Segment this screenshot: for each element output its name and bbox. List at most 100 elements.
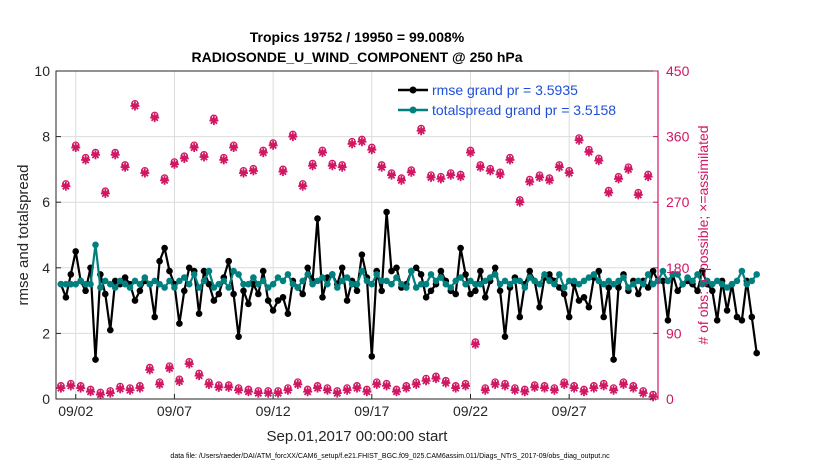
- obs-assimilated-marker: [120, 162, 130, 172]
- series-0-point: [600, 313, 607, 321]
- series-0-point: [156, 257, 163, 265]
- series-1-point: [87, 280, 94, 288]
- obs-assimilated-marker: [239, 168, 249, 178]
- obs-assimilated-marker: [273, 388, 283, 398]
- obs-assimilated-marker: [105, 388, 115, 398]
- obs-assimilated-marker: [194, 371, 204, 381]
- obs-assimilated-marker: [327, 161, 337, 171]
- series-0-point: [664, 317, 672, 324]
- obs-assimilated-marker: [204, 379, 214, 389]
- obs-assimilated-marker: [401, 383, 411, 393]
- obs-assimilated-marker: [268, 140, 278, 150]
- series-1-point: [299, 277, 307, 285]
- series-1-point: [398, 280, 405, 288]
- series-1-point: [546, 277, 553, 285]
- series-1-point: [432, 277, 440, 285]
- obs-assimilated-marker: [480, 385, 490, 395]
- obs-assimilated-marker: [618, 379, 628, 389]
- series-0-point: [245, 300, 252, 308]
- obs-assimilated-marker: [372, 379, 382, 389]
- series-1-point: [659, 267, 667, 275]
- series-1-point: [161, 284, 168, 291]
- series-0-point: [210, 297, 218, 304]
- series-1-point: [205, 267, 213, 275]
- series-1-point: [615, 277, 622, 285]
- series-1-point: [57, 280, 65, 288]
- series-0-point: [200, 267, 208, 275]
- obs-assimilated-marker: [110, 150, 120, 160]
- series-0-point: [437, 267, 445, 275]
- obs-assimilated-marker: [248, 166, 258, 176]
- series-1-point: [82, 280, 89, 288]
- series-0-point: [575, 297, 583, 304]
- series-1-point: [556, 271, 563, 278]
- series-1-point: [496, 280, 504, 288]
- series-1-point: [412, 284, 420, 291]
- series-1-point: [141, 274, 149, 281]
- y-tick-label-left: 4: [42, 260, 50, 276]
- series-1-point: [536, 280, 543, 288]
- obs-assimilated-marker: [219, 155, 229, 165]
- series-1-point: [679, 280, 686, 288]
- obs-assimilated-marker: [209, 116, 219, 126]
- x-tick-label: 09/07: [157, 403, 192, 419]
- series-0-point: [176, 320, 183, 327]
- obs-assimilated-marker: [470, 339, 480, 349]
- series-0-point: [694, 287, 701, 295]
- series-1-point: [190, 271, 198, 278]
- legend-marker-rmse: [409, 86, 417, 94]
- obs-assimilated-marker: [288, 132, 298, 142]
- obs-assimilated-marker: [604, 188, 614, 198]
- series-1-point: [166, 277, 173, 285]
- series-0-point: [526, 267, 533, 275]
- series-0-point: [753, 349, 760, 357]
- series-1-point: [136, 280, 144, 288]
- x-tick-label: 09/27: [552, 403, 587, 419]
- series-1-point: [743, 280, 751, 288]
- series-1-point: [289, 280, 297, 288]
- obs-assimilated-marker: [569, 383, 579, 393]
- x-tick-label: 09/22: [453, 403, 488, 419]
- obs-assimilated-marker: [174, 377, 184, 387]
- series-1-point: [334, 284, 341, 291]
- obs-assimilated-marker: [446, 170, 456, 180]
- axis-ticks: 09/02 09/07 09/12 09/17 09/22 09/27 0 2 4 6 8 10 0 90…: [34, 63, 689, 419]
- series-1-point: [230, 267, 237, 275]
- series-1-point: [723, 284, 731, 291]
- obs-assimilated-marker: [184, 359, 194, 369]
- series-1-point: [269, 280, 277, 288]
- series-1-point: [294, 284, 302, 291]
- series-1-point: [309, 280, 316, 288]
- obs-assimilated-marker: [628, 383, 638, 393]
- obs-assimilated-marker: [500, 381, 510, 391]
- series-1-point: [353, 280, 361, 288]
- obs-assimilated-marker: [426, 172, 436, 182]
- series-0-point: [649, 267, 657, 275]
- series-0-point: [259, 267, 267, 275]
- series-0-point: [269, 307, 277, 314]
- obs-assimilated-marker: [179, 153, 189, 163]
- series-1-point: [176, 277, 183, 285]
- obs-assimilated-marker: [229, 143, 239, 153]
- obs-assimilated-marker: [322, 385, 332, 395]
- series-1-point: [408, 267, 415, 275]
- series-1-point: [215, 280, 223, 288]
- obs-assimilated-marker: [456, 172, 466, 182]
- series-1-point: [501, 277, 509, 285]
- series-0-point: [92, 356, 99, 363]
- series-0-point: [713, 317, 721, 324]
- series-1-point: [264, 284, 272, 291]
- series-0-point: [230, 290, 237, 298]
- series-1-point: [72, 280, 79, 288]
- series-1-point: [610, 280, 617, 288]
- series-0-point: [501, 333, 509, 341]
- obs-assimilated-marker: [559, 379, 569, 389]
- series-1-point: [694, 271, 701, 278]
- series-0-point: [378, 287, 386, 295]
- obs-assimilated-marker: [115, 384, 125, 394]
- series-1-point: [107, 280, 114, 288]
- series-1-point: [506, 280, 514, 288]
- obs-assimilated-marker: [382, 381, 392, 391]
- series-1-point: [674, 271, 681, 278]
- series-0-point: [102, 290, 109, 298]
